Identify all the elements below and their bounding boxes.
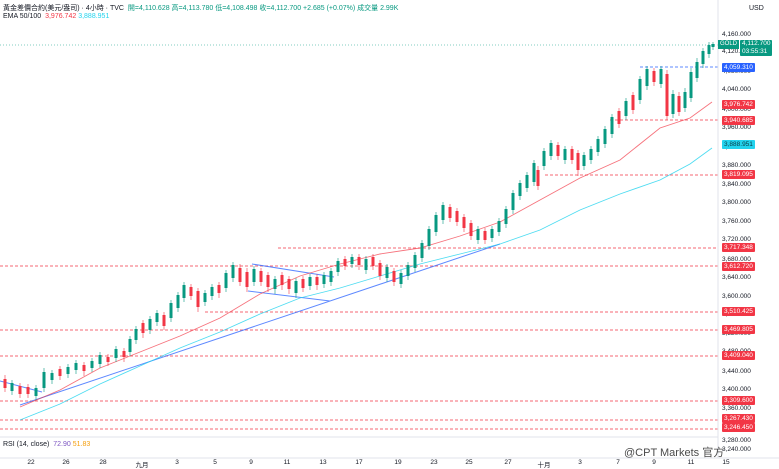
flag-upper-line[interactable]	[251, 263, 335, 278]
price-axis[interactable]: 4,160.0004,120.0004,080.0004,040.0004,00…	[718, 0, 779, 458]
price-level-badge: 3,819.095	[722, 170, 755, 179]
price-tick-label: 3,960.000	[722, 124, 751, 131]
price-tick-label: 3,400.000	[722, 386, 751, 393]
price-tick-label: 3,240.000	[722, 446, 751, 453]
price-tick-label: 3,600.000	[722, 293, 751, 300]
currency-label: USD	[749, 5, 764, 12]
price-level-badge: 3,309.600	[722, 396, 755, 405]
time-tick-label: 26	[62, 459, 70, 466]
price-tick-label: 4,000.000	[722, 106, 751, 113]
price-level-badge: 3,888.951	[722, 140, 755, 149]
time-tick-label: 17	[355, 459, 363, 466]
time-tick-label: 十月	[537, 462, 551, 469]
time-tick-label: 22	[27, 459, 35, 466]
ohlc-readout: 開=4,110.628 高=4,113.780 低=4,108.498 收=4,…	[127, 5, 399, 12]
time-tick-label: 15	[722, 459, 730, 466]
time-tick-label: 23	[430, 459, 438, 466]
horizontal-levels	[0, 119, 718, 430]
rsi-value: 72.90	[53, 441, 71, 448]
time-tick-label: 3	[578, 459, 582, 466]
price-tick-label: 4,040.000	[722, 86, 751, 93]
candlestick-series[interactable]	[3, 42, 715, 400]
price-tick-label: 3,440.000	[722, 368, 751, 375]
ascending-trendline[interactable]	[19, 243, 501, 406]
price-tick-label: 4,120.000	[722, 48, 751, 55]
rsi-ma-value: 51.83	[72, 441, 91, 448]
price-level-badge: 3,510.425	[722, 307, 755, 316]
rsi-label[interactable]: RSI (14, close)	[3, 441, 50, 448]
ema-indicator-label[interactable]: EMA 50/100	[3, 13, 42, 20]
chart-header-ema: EMA 50/100 3,976.742 3,888.951	[3, 13, 109, 20]
time-tick-label: 7	[616, 459, 620, 466]
price-level-badge: 4,059.310	[722, 63, 755, 72]
price-tick-label: 3,280.000	[722, 437, 751, 444]
price-tick-label: 3,880.000	[722, 162, 751, 169]
current-price-value: 4,112.700	[742, 40, 771, 47]
rsi-legend: RSI (14, close) 72.90 51.83	[3, 441, 90, 448]
time-axis[interactable]: 22 26 28 九月 3 5 9 11 13 17 19 23 25 27 十月 3 7 9 11 15	[0, 458, 729, 469]
gold-tag-label: GOLD	[720, 41, 738, 47]
time-tick-label: 27	[504, 459, 512, 466]
price-level-badge: 3,409.040	[722, 351, 755, 360]
bar-countdown: 03:55:31	[742, 48, 768, 55]
flag-lower-line[interactable]	[247, 290, 331, 302]
time-tick-label: 九月	[135, 462, 149, 469]
price-tick-label: 3,720.000	[722, 236, 751, 243]
time-tick-label: 19	[394, 459, 402, 466]
time-tick-label: 5	[213, 459, 217, 466]
ema50-line	[19, 101, 713, 408]
time-tick-label: 11	[687, 459, 695, 466]
ema50-value: 3,976.742	[45, 13, 77, 20]
time-tick-label: 9	[652, 459, 656, 466]
watermark: @CPT Markets 官方	[624, 447, 725, 459]
price-level-badge: 3,976.742	[722, 100, 755, 109]
price-level-badge: 3,246.450	[722, 423, 755, 432]
price-level-badge: 3,612.720	[722, 262, 755, 271]
time-tick-label: 3	[175, 459, 179, 466]
symbol-price-tag: GOLD	[718, 40, 740, 49]
chart-header-symbol: 黃金差價合約(美元/盎司) · 4小時 · TVC 開=4,110.628 高=…	[3, 3, 398, 13]
price-tick-label: 3,680.000	[722, 256, 751, 263]
current-price-badge: 4,112.700 03:55:31	[740, 40, 773, 56]
price-tick-label: 3,360.000	[722, 405, 751, 412]
price-tick-label: 3,640.000	[722, 274, 751, 281]
symbol-title[interactable]: 黃金差價合約(美元/盎司) · 4小時 · TVC	[3, 5, 124, 12]
price-level-badge: 3,469.805	[722, 325, 755, 334]
price-tick-label: 3,800.000	[722, 199, 751, 206]
price-tick-label: 3,840.000	[722, 181, 751, 188]
trendlines[interactable]	[0, 243, 501, 406]
time-tick-label: 11	[283, 459, 291, 466]
price-level-badge: 3,267.430	[722, 414, 755, 423]
time-tick-label: 13	[319, 459, 327, 466]
ema100-value: 3,888.951	[78, 13, 110, 20]
time-tick-label: 25	[465, 459, 473, 466]
price-tick-label: 3,760.000	[722, 218, 751, 225]
price-tick-label: 4,160.000	[722, 31, 751, 38]
time-tick-label: 28	[99, 459, 107, 466]
price-level-badge: 3,717.348	[722, 243, 755, 252]
price-level-badge: 3,940.685	[722, 116, 755, 125]
time-tick-label: 9	[249, 459, 253, 466]
ema100-line	[19, 147, 713, 421]
